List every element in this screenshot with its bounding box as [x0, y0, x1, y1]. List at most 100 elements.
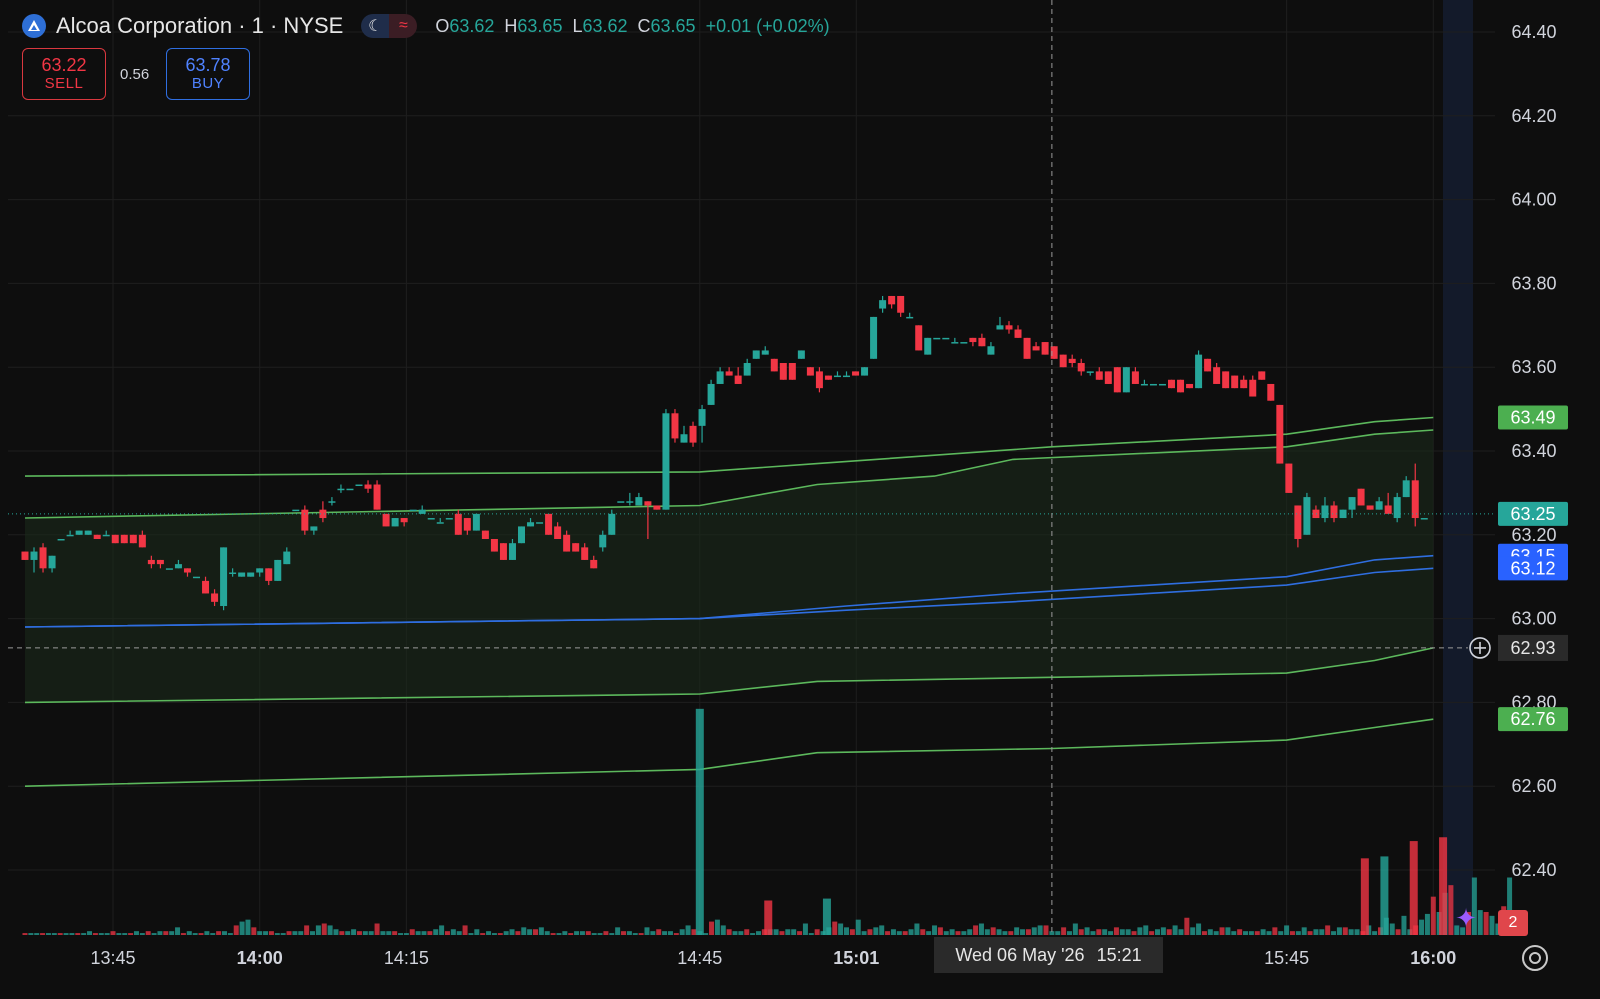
candle-body — [888, 295, 896, 305]
volume-bar — [521, 927, 527, 935]
price-tag-label: 63.12 — [1510, 558, 1555, 578]
crosshair-time-label: Wed 06 May '26 15:21 — [934, 937, 1163, 973]
candle-body — [1086, 371, 1094, 373]
volume-bar — [855, 919, 861, 935]
volume-bar — [574, 931, 580, 935]
candle-body — [1140, 383, 1148, 386]
sell-label: SELL — [44, 75, 84, 92]
candle-body — [563, 534, 571, 552]
volume-bar — [145, 931, 151, 935]
candle-body — [1113, 367, 1121, 393]
candle-body — [1167, 379, 1175, 389]
volume-bar — [562, 931, 568, 935]
candle-body — [1276, 404, 1284, 464]
volume-bar — [274, 933, 280, 935]
volume-bar — [1031, 927, 1037, 935]
volume-peak-bar — [822, 898, 831, 935]
candle-body — [933, 337, 941, 340]
candle-body — [1348, 497, 1356, 510]
candle-body — [518, 526, 526, 544]
sparkle-icon[interactable]: ✦ — [1455, 902, 1477, 933]
candle-body — [48, 555, 56, 569]
candle-body — [1158, 383, 1166, 386]
crosshair-time: 15:21 — [1096, 944, 1142, 965]
candle-body — [346, 488, 354, 491]
candle-body — [788, 363, 796, 380]
chart-header: Alcoa Corporation · 1 · NYSE ☾ ≈ O63.62 … — [22, 12, 830, 40]
candle-body — [815, 371, 823, 389]
sell-button[interactable]: 63.22 SELL — [22, 48, 106, 100]
volume-bar — [1066, 931, 1072, 935]
volume-bar — [57, 933, 63, 935]
session-pill[interactable]: ☾ ≈ — [361, 14, 418, 38]
candle-body — [671, 413, 679, 439]
volume-bar — [298, 931, 304, 935]
volume-bar — [415, 931, 421, 935]
candle-body — [779, 363, 787, 380]
volume-bar — [239, 921, 245, 935]
volume-bar — [1348, 929, 1354, 935]
volume-bar — [1149, 931, 1155, 935]
gear-icon[interactable] — [1522, 945, 1548, 971]
candle-body — [1312, 509, 1320, 519]
volume-bar — [703, 933, 709, 935]
candle-body — [1186, 383, 1194, 389]
candle-body — [635, 497, 643, 506]
candle-body — [202, 580, 210, 594]
candle-body — [897, 295, 905, 313]
volume-bar — [949, 929, 955, 935]
candle-body — [156, 559, 164, 565]
volume-bar — [603, 931, 609, 935]
candle-body — [1149, 383, 1157, 386]
volume-bar — [890, 929, 896, 935]
symbol-title[interactable]: Alcoa Corporation · 1 · NYSE — [56, 13, 344, 38]
volume-bar — [1231, 931, 1237, 935]
volume-bar — [1289, 931, 1295, 935]
volume-bar — [34, 933, 40, 935]
y-tick-label: 64.00 — [1511, 190, 1556, 210]
volume-bar — [726, 929, 732, 935]
volume-bar — [251, 927, 257, 935]
volume-bar — [527, 929, 533, 935]
alcoa-logo-icon — [22, 14, 46, 38]
volume-bar — [45, 933, 51, 935]
volume-bar — [1395, 929, 1401, 935]
moon-icon[interactable]: ☾ — [361, 14, 390, 38]
volume-bar — [280, 933, 286, 935]
buy-button[interactable]: 63.78 BUY — [166, 48, 250, 100]
y-tick-label: 62.40 — [1511, 860, 1556, 880]
price-tag-label: 63.49 — [1510, 407, 1555, 427]
candle-body — [337, 488, 345, 491]
candle-body — [1077, 363, 1085, 372]
ohlc-change: +0.01 (+0.02%) — [705, 15, 830, 36]
candle-body — [238, 572, 246, 577]
x-tick-label: 14:15 — [384, 948, 429, 968]
candle-body — [256, 568, 264, 573]
ohlc-low: L63.62 — [572, 15, 628, 36]
volume-bar — [667, 931, 673, 935]
volume-peak-bar — [764, 900, 773, 935]
volume-bar — [1448, 885, 1454, 935]
candle-body — [734, 375, 742, 384]
candle-body — [1131, 371, 1139, 384]
volume-bar — [421, 931, 427, 935]
candle-body — [1375, 501, 1383, 510]
volume-bar — [1096, 929, 1102, 935]
volume-bar — [468, 933, 474, 935]
volume-bar — [51, 933, 57, 935]
volume-bar — [98, 933, 104, 935]
volume-bar — [1471, 877, 1477, 935]
alerts-count-badge[interactable]: 2 — [1498, 910, 1528, 936]
candle-body — [30, 551, 38, 560]
volume-bar — [169, 931, 175, 935]
wave-icon[interactable]: ≈ — [389, 14, 418, 38]
volume-bar — [380, 931, 386, 935]
volume-bar — [1454, 925, 1460, 935]
price-tag-bg — [1498, 556, 1568, 581]
volume-bar — [755, 931, 761, 935]
volume-bar — [615, 927, 621, 935]
volume-bar — [327, 925, 333, 935]
volume-bar — [351, 929, 357, 935]
volume-bar — [1049, 931, 1055, 935]
